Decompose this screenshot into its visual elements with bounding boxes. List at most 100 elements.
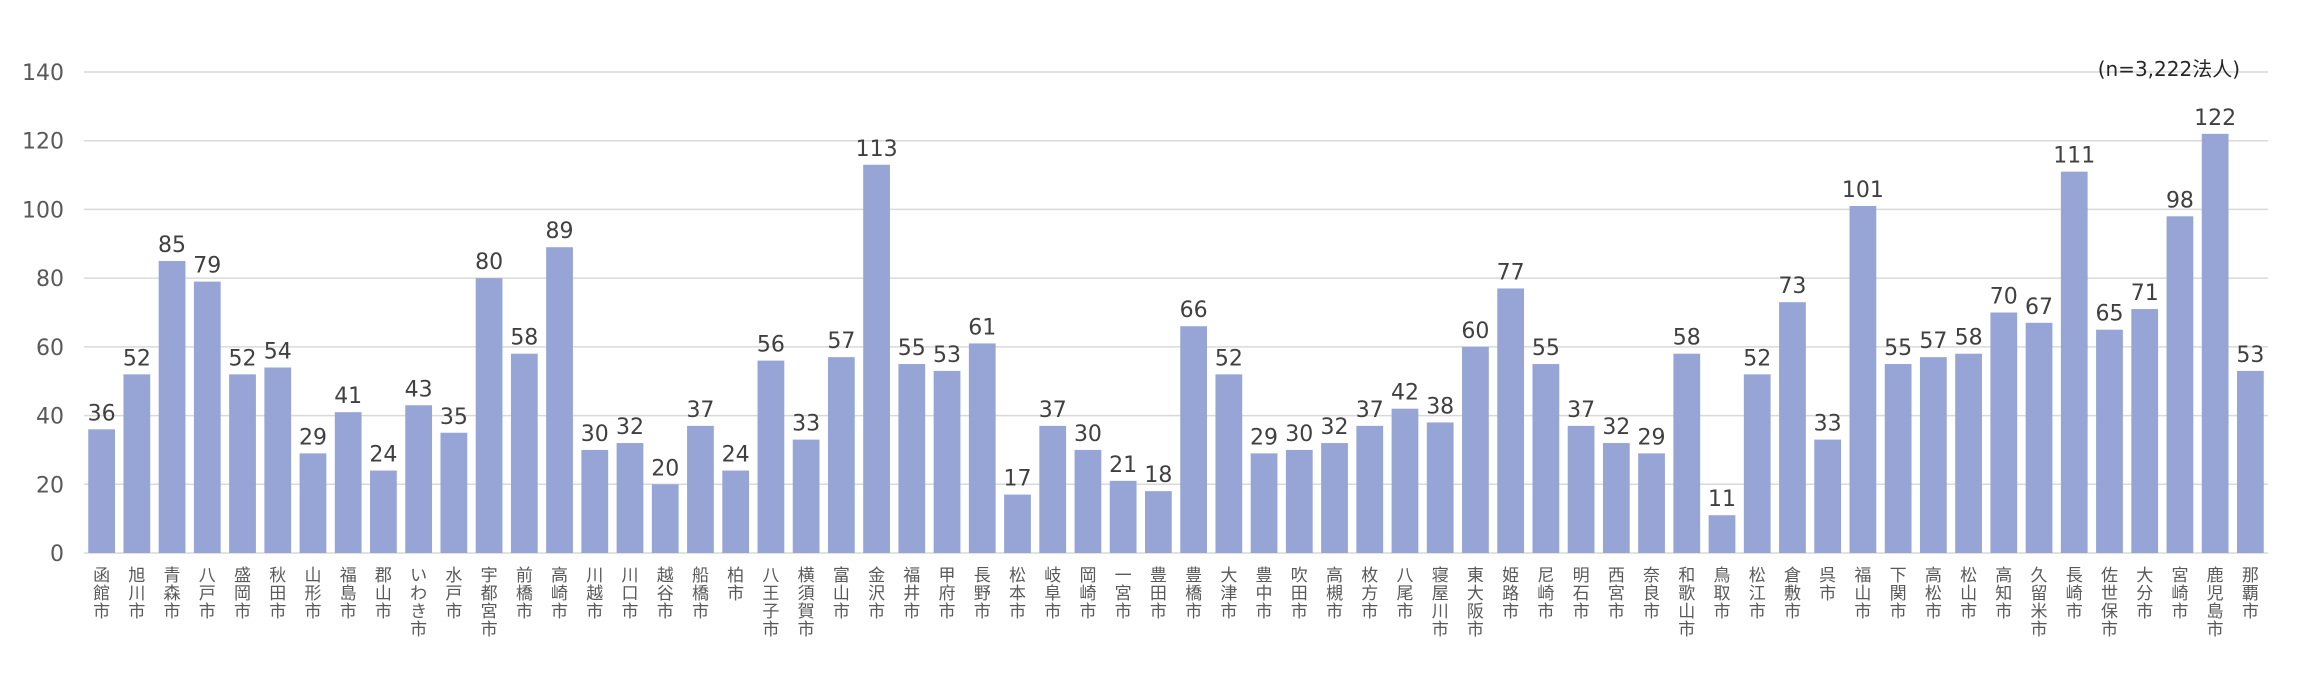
x-tick-label: 高松市 xyxy=(1925,566,1942,622)
data-label: 79 xyxy=(193,254,221,279)
x-tick-label: 豊田市 xyxy=(1150,566,1167,622)
bar xyxy=(651,484,679,553)
data-label: 32 xyxy=(1602,415,1630,440)
bar xyxy=(405,405,433,553)
data-label: 58 xyxy=(510,326,538,351)
data-label: 55 xyxy=(1532,336,1560,361)
bar xyxy=(1990,312,2018,553)
data-label: 61 xyxy=(968,315,996,340)
bar xyxy=(1814,439,1842,553)
bar xyxy=(581,449,609,553)
bar xyxy=(1145,491,1172,553)
data-label: 55 xyxy=(1884,336,1912,361)
data-label: 73 xyxy=(1778,274,1806,299)
x-tick-label: 横須賀市 xyxy=(798,566,815,640)
bar xyxy=(1074,449,1102,553)
bar xyxy=(1109,480,1137,553)
bar xyxy=(827,357,855,553)
bar xyxy=(616,443,644,553)
x-tick-label: 金沢市 xyxy=(868,566,885,622)
data-label: 101 xyxy=(1842,178,1884,203)
bar xyxy=(1391,408,1419,553)
y-axis-ticks: 0 20 40 60 80 100 120 140 xyxy=(22,61,64,567)
x-tick-label: 吹田市 xyxy=(1291,566,1308,622)
bar xyxy=(440,432,468,553)
data-label: 18 xyxy=(1144,463,1172,488)
data-label: 37 xyxy=(1356,398,1384,423)
data-label: 42 xyxy=(1391,381,1419,406)
data-label: 54 xyxy=(264,339,292,364)
y-tick-label: 0 xyxy=(50,542,64,567)
bar xyxy=(1708,515,1736,553)
data-label: 52 xyxy=(1743,346,1771,371)
x-tick-label: 旭川市 xyxy=(128,566,145,622)
data-label: 53 xyxy=(2236,343,2264,368)
data-label: 24 xyxy=(722,443,750,468)
x-tick-label: 富山市 xyxy=(833,566,850,622)
x-tick-label: 佐世保市 xyxy=(2101,566,2118,640)
x-tick-label: 秋田市 xyxy=(269,566,286,622)
bar xyxy=(1955,353,1982,553)
bar xyxy=(123,374,151,553)
bar xyxy=(334,412,362,553)
x-tick-label: 高崎市 xyxy=(551,566,568,622)
bar xyxy=(2166,216,2194,554)
bar xyxy=(475,278,503,553)
data-label: 11 xyxy=(1708,487,1736,512)
bar xyxy=(546,247,573,553)
bar xyxy=(1638,453,1665,553)
data-label: 53 xyxy=(933,343,961,368)
bar xyxy=(2237,370,2264,553)
data-labels: 36 52 85 79 52 54 29 41 24 43 35 80 58 89 30 32 20 37 24 56… xyxy=(88,106,2265,512)
x-tick-label: 水戸市 xyxy=(445,566,462,622)
x-tick-label: 鹿児島市 xyxy=(2207,566,2224,640)
bar xyxy=(1567,425,1595,553)
data-label: 89 xyxy=(546,219,574,244)
x-tick-label: いわき市 xyxy=(410,566,427,640)
data-label: 41 xyxy=(334,384,362,409)
bar xyxy=(1462,346,1489,553)
data-label: 32 xyxy=(1321,415,1349,440)
data-label: 37 xyxy=(686,398,714,423)
x-tick-label: 和歌山市 xyxy=(1678,566,1695,640)
x-tick-label: 高槻市 xyxy=(1326,566,1343,622)
x-tick-label: 西宮市 xyxy=(1608,566,1625,622)
x-tick-label: 東大阪市 xyxy=(1467,566,1484,640)
x-tick-label: 下関市 xyxy=(1890,566,1907,622)
x-tick-label: 松山市 xyxy=(1960,566,1977,622)
x-tick-label: 豊橋市 xyxy=(1185,566,1202,622)
bar xyxy=(757,360,785,553)
x-tick-label: 福島市 xyxy=(340,566,357,622)
bar xyxy=(510,353,538,553)
data-label: 113 xyxy=(856,137,898,162)
y-tick-label: 120 xyxy=(22,130,64,155)
x-tick-label: 奈良市 xyxy=(1643,566,1660,622)
bar xyxy=(299,453,327,553)
data-label: 17 xyxy=(1003,467,1031,492)
bar xyxy=(1779,302,1806,553)
data-label: 37 xyxy=(1039,398,1067,423)
data-label: 29 xyxy=(299,425,327,450)
bar xyxy=(1180,326,1207,553)
data-label: 70 xyxy=(1990,285,2018,310)
x-tick-label: 長野市 xyxy=(974,566,991,622)
bar xyxy=(1743,374,1771,553)
bar xyxy=(1919,357,1947,553)
data-label: 77 xyxy=(1497,260,1525,285)
data-label: 32 xyxy=(616,415,644,440)
x-tick-label: 呉市 xyxy=(1819,566,1836,604)
data-label: 66 xyxy=(1180,298,1208,323)
bar xyxy=(1673,353,1701,553)
x-tick-label: 前橋市 xyxy=(516,566,533,622)
bar xyxy=(2201,133,2229,553)
data-label: 21 xyxy=(1109,453,1137,478)
data-label: 111 xyxy=(2053,144,2095,169)
data-label: 37 xyxy=(1567,398,1595,423)
x-tick-label: 松江市 xyxy=(1749,566,1766,622)
x-tick-label: 青森市 xyxy=(164,566,181,622)
data-label: 57 xyxy=(1919,329,1947,354)
data-label: 60 xyxy=(1461,319,1489,344)
bar xyxy=(1426,422,1454,553)
data-label: 80 xyxy=(475,250,503,275)
